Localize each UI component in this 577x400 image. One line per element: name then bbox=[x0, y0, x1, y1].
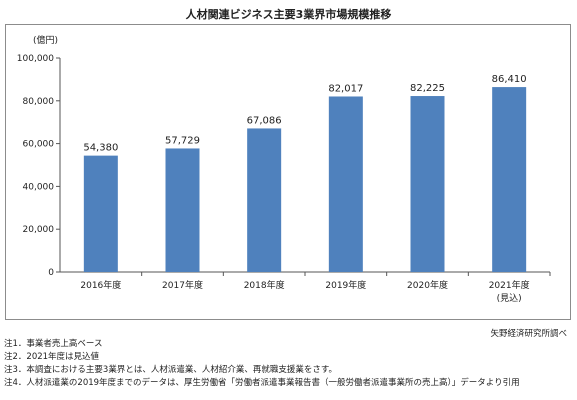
x-tick-label: 2019年度 bbox=[325, 279, 366, 291]
x-tick-label: 2020年度 bbox=[407, 279, 448, 291]
data-label: 82,017 bbox=[328, 83, 363, 94]
chart-frame bbox=[5, 24, 571, 320]
bar-2018年度 bbox=[247, 128, 282, 272]
bar-2021年度 bbox=[492, 87, 527, 272]
chart-title: 人材関連ビジネス主要3業界市場規模推移 bbox=[185, 8, 392, 21]
note-1: 注1．事業者売上高ベース bbox=[4, 339, 103, 349]
data-label: 54,380 bbox=[83, 143, 118, 154]
bar-2020年度 bbox=[410, 96, 445, 272]
data-label: 86,410 bbox=[492, 74, 527, 85]
data-label: 67,086 bbox=[247, 115, 282, 126]
y-tick-label: 100,000 bbox=[17, 54, 54, 64]
y-tick-label: 0 bbox=[48, 268, 54, 278]
note-3: 注3．本調査における主要3業界とは、人材派遣業、人材紹介業、再就職支援業をさす。 bbox=[4, 365, 337, 375]
source-credit: 矢野経済研究所調べ bbox=[490, 329, 567, 339]
x-tick-label: 2018年度 bbox=[244, 279, 285, 291]
bar-2017年度 bbox=[165, 148, 200, 272]
y-tick-label: 80,000 bbox=[23, 97, 55, 107]
y-axis-unit-label: (億円) bbox=[33, 34, 58, 46]
y-tick-label: 60,000 bbox=[23, 140, 55, 150]
x-tick-label: 2017年度 bbox=[162, 279, 203, 291]
bar-2016年度 bbox=[83, 155, 118, 272]
data-label: 57,729 bbox=[165, 135, 200, 146]
note-4: 注4．人材派遣業の2019年度までのデータは、厚生労働省「労働者派遣事業報告書（… bbox=[4, 378, 520, 388]
x-tick-label: 2021年度 bbox=[489, 279, 530, 291]
bar-2019年度 bbox=[328, 96, 363, 273]
x-tick-label: 2016年度 bbox=[80, 279, 121, 291]
y-tick-label: 40,000 bbox=[23, 182, 55, 192]
data-label: 82,225 bbox=[410, 83, 445, 94]
x-tick-sublabel: (見込) bbox=[497, 293, 522, 304]
y-tick-label: 20,000 bbox=[23, 225, 55, 235]
note-2: 注2．2021年度は見込値 bbox=[4, 352, 100, 362]
